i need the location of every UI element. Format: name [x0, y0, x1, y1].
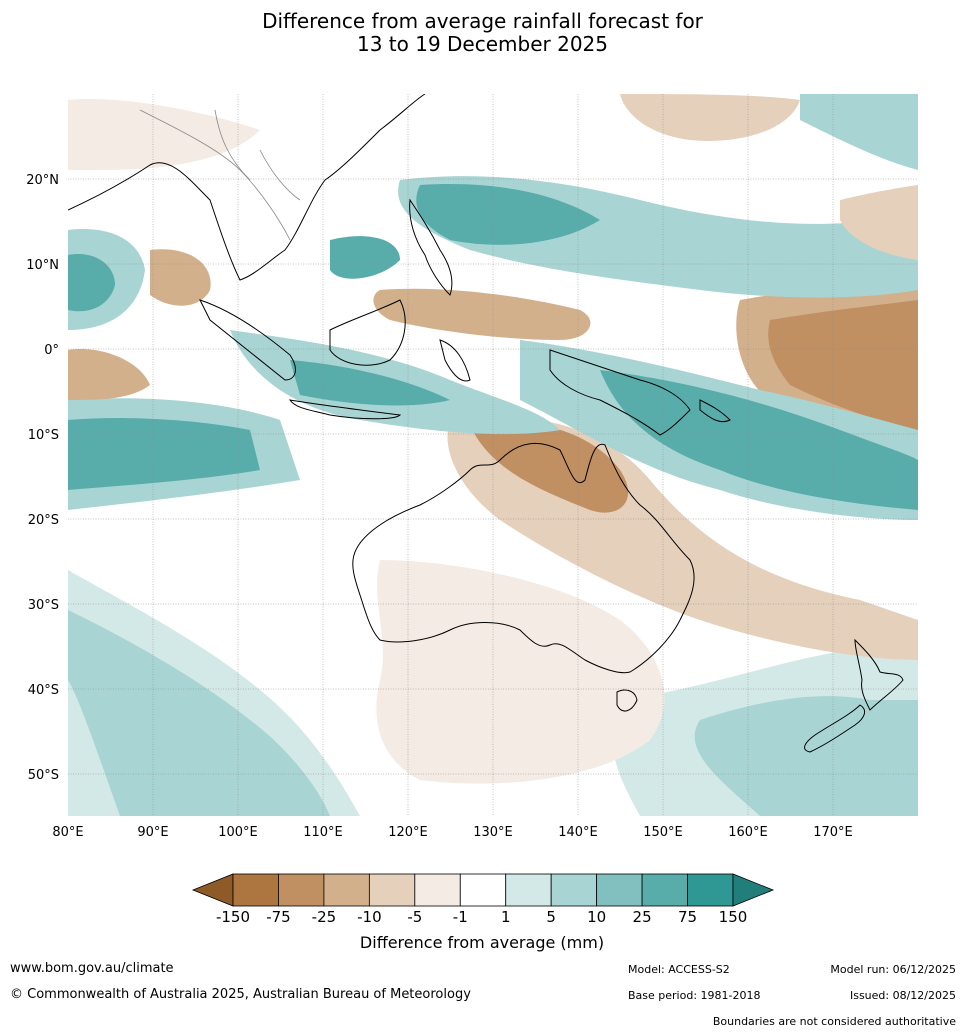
coastlines	[68, 94, 904, 753]
map-field	[68, 94, 918, 816]
lat-label: 20°S	[28, 513, 59, 528]
colorbar-title: Difference from average (mm)	[360, 933, 604, 952]
map-title: Difference from average rainfall forecas…	[0, 10, 965, 56]
colorbar-swatch	[278, 873, 325, 907]
new-zealand-north-coast	[854, 638, 904, 711]
colorbar-swatch	[550, 873, 598, 907]
colorbar-tick-label: 5	[546, 908, 556, 926]
colorbar-swatch	[368, 873, 416, 907]
colorbar-swatch	[232, 873, 279, 907]
website-link[interactable]: www.bom.gov.au/climate	[10, 961, 174, 976]
colorbar-swatch	[323, 873, 370, 907]
solomon-islands-coast	[699, 399, 731, 423]
lat-label: 40°S	[28, 683, 59, 698]
new-guinea-coast	[549, 349, 691, 436]
colorbar-tick-label: -1	[453, 908, 468, 926]
lat-axis: 20°N 10°N 0° 10°S 20°S 30°S 40°S 50°S	[26, 173, 59, 783]
lon-label: 130°E	[473, 825, 513, 840]
colorbar-tick-label: 75	[678, 908, 697, 926]
colorbar-extend-low	[191, 873, 234, 907]
colorbar	[191, 873, 775, 907]
sumatra-coast	[199, 299, 296, 381]
gridlines	[68, 94, 918, 816]
lat-label: 30°S	[28, 598, 59, 613]
colorbar-tick-label: 150	[719, 908, 748, 926]
base-period-text: Base period: 1981-2018	[628, 989, 761, 1002]
lat-label: 10°N	[26, 258, 59, 273]
colorbar-swatch	[687, 873, 734, 907]
lat-label: 10°S	[28, 428, 59, 443]
colorbar-tick-label: -25	[312, 908, 337, 926]
philippines-coast	[409, 198, 453, 296]
lon-label: 160°E	[728, 825, 768, 840]
boundaries-disclaimer: Boundaries are not considered authoritat…	[712, 1015, 956, 1028]
colorbar-tick-label: -150	[216, 908, 250, 926]
asia-coast	[68, 94, 426, 281]
colorbar-tick-label: 1	[501, 908, 511, 926]
lon-label: 90°E	[137, 825, 168, 840]
issued-text: Issued: 08/12/2025	[849, 989, 956, 1002]
copyright-text: © Commonwealth of Australia 2025, Austra…	[10, 987, 471, 1002]
java-coast	[288, 399, 402, 420]
lon-label: 150°E	[643, 825, 683, 840]
model-run-text: Model run: 06/12/2025	[830, 963, 956, 976]
new-zealand-south-coast	[804, 704, 866, 753]
colorbar-swatch	[596, 873, 643, 907]
colorbar-tick-label: -10	[357, 908, 382, 926]
lon-label: 80°E	[52, 825, 83, 840]
lon-label: 170°E	[813, 825, 853, 840]
lon-label: 120°E	[388, 825, 428, 840]
lat-label: 20°N	[26, 173, 59, 188]
sulawesi-coast	[439, 339, 471, 382]
colorbar-swatch	[641, 873, 688, 907]
colorbar-tick-label: -75	[266, 908, 291, 926]
lat-label: 50°S	[28, 768, 59, 783]
lon-label: 140°E	[558, 825, 598, 840]
lon-axis: 80°E 90°E 100°E 110°E 120°E 130°E 140°E …	[52, 825, 852, 840]
model-text: Model: ACCESS-S2	[628, 963, 730, 976]
colorbar-extend-high	[732, 873, 775, 907]
colorbar-swatch	[505, 873, 552, 907]
colorbar-swatch	[459, 873, 507, 907]
country-borders	[139, 109, 301, 241]
title-line-2: 13 to 19 December 2025	[356, 32, 608, 56]
colorbar-tick-label: 10	[587, 908, 606, 926]
colorbar-tick-label: 25	[633, 908, 652, 926]
lat-label: 0°	[44, 343, 59, 358]
lon-label: 100°E	[218, 825, 258, 840]
lon-label: 110°E	[303, 825, 343, 840]
colorbar-swatch	[414, 873, 461, 907]
title-line-1: Difference from average rainfall forecas…	[262, 9, 703, 33]
colorbar-tick-label: -5	[407, 908, 422, 926]
australia-coast	[352, 442, 695, 674]
borneo-coast	[329, 299, 406, 366]
colorbar-ticks: -150 -75 -25 -10 -5 -1 1 5 10 25 75 150	[216, 908, 747, 926]
tasmania-coast	[616, 689, 638, 712]
